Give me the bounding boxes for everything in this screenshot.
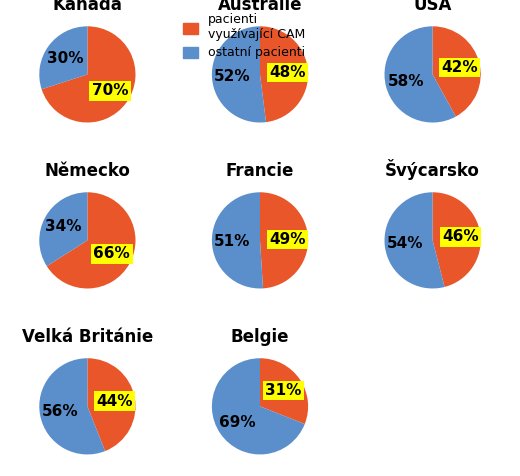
Title: Austrálie: Austrálie [218, 0, 302, 14]
Title: Belgie: Belgie [231, 328, 289, 346]
Wedge shape [42, 26, 136, 122]
Text: 56%: 56% [42, 404, 79, 419]
Text: 58%: 58% [387, 74, 424, 89]
Legend: pacienti
využívající CAM, ostatní pacienti: pacienti využívající CAM, ostatní pacien… [183, 13, 305, 60]
Text: 34%: 34% [45, 219, 81, 235]
Wedge shape [260, 358, 308, 424]
Wedge shape [260, 26, 308, 122]
Text: 31%: 31% [265, 383, 301, 398]
Text: 69%: 69% [218, 415, 255, 429]
Text: 52%: 52% [214, 69, 251, 84]
Text: 54%: 54% [387, 237, 423, 251]
Wedge shape [40, 358, 105, 455]
Wedge shape [433, 192, 480, 287]
Wedge shape [212, 26, 266, 122]
Text: 44%: 44% [97, 394, 133, 408]
Text: 30%: 30% [47, 50, 83, 66]
Text: 66%: 66% [94, 246, 130, 261]
Wedge shape [40, 192, 87, 266]
Wedge shape [212, 192, 263, 288]
Title: Německo: Německo [44, 162, 131, 180]
Title: USA: USA [413, 0, 452, 14]
Wedge shape [433, 26, 480, 117]
Text: 70%: 70% [92, 83, 128, 99]
Title: Švýcarsko: Švýcarsko [385, 159, 480, 180]
Wedge shape [87, 358, 136, 451]
Text: 48%: 48% [269, 65, 306, 80]
Wedge shape [384, 192, 445, 288]
Wedge shape [384, 26, 456, 122]
Text: 49%: 49% [270, 232, 306, 247]
Wedge shape [260, 192, 308, 288]
Title: Kanada: Kanada [53, 0, 122, 14]
Text: 46%: 46% [442, 229, 478, 244]
Title: Francie: Francie [226, 162, 294, 180]
Wedge shape [212, 358, 305, 455]
Text: 42%: 42% [441, 60, 478, 75]
Wedge shape [47, 192, 136, 288]
Title: Velká Británie: Velká Británie [22, 328, 153, 346]
Text: 51%: 51% [214, 234, 250, 249]
Wedge shape [40, 26, 87, 89]
